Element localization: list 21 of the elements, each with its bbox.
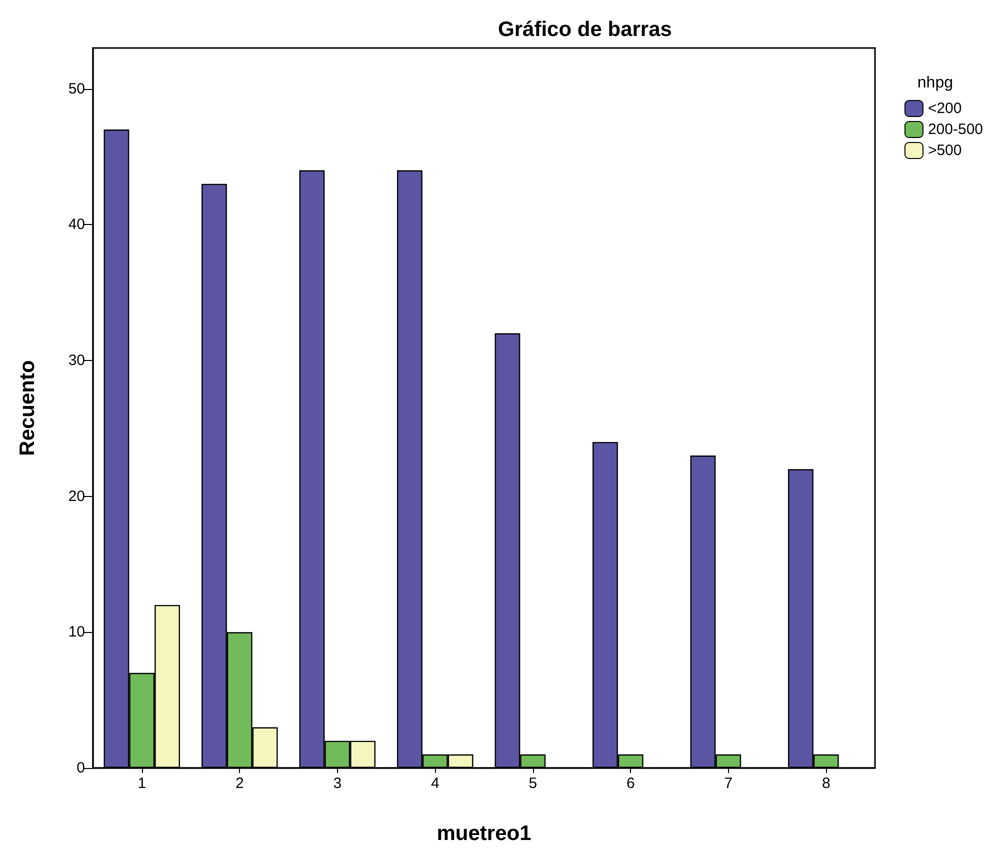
x-tick-label: 5 — [528, 775, 538, 792]
y-axis-title: Recuento — [16, 360, 39, 456]
y-tick-label: 20 — [68, 488, 85, 505]
y-tick-label: 0 — [76, 760, 85, 776]
legend-label: <200 — [928, 100, 962, 117]
legend-label: 200-500 — [928, 121, 984, 138]
y-tick-label: 40 — [68, 216, 85, 234]
x-tick-label: 2 — [235, 775, 244, 792]
x-tick-label: 1 — [138, 775, 146, 792]
legend-label: >500 — [928, 142, 962, 159]
chart-title: Gráfico de barras — [498, 18, 672, 41]
y-tick-label: 30 — [68, 352, 85, 369]
legend-title: nhpg — [917, 74, 953, 92]
y-tick-label: 50 — [68, 80, 85, 98]
y-tick-label: 10 — [68, 624, 85, 641]
x-tick-label: 3 — [333, 775, 342, 792]
x-tick-label: 7 — [724, 775, 733, 792]
x-tick-label: 4 — [430, 775, 440, 792]
x-axis-title: muetreo1 — [436, 822, 532, 845]
x-tick-label: 6 — [626, 775, 635, 792]
x-tick-label: 8 — [822, 775, 830, 792]
